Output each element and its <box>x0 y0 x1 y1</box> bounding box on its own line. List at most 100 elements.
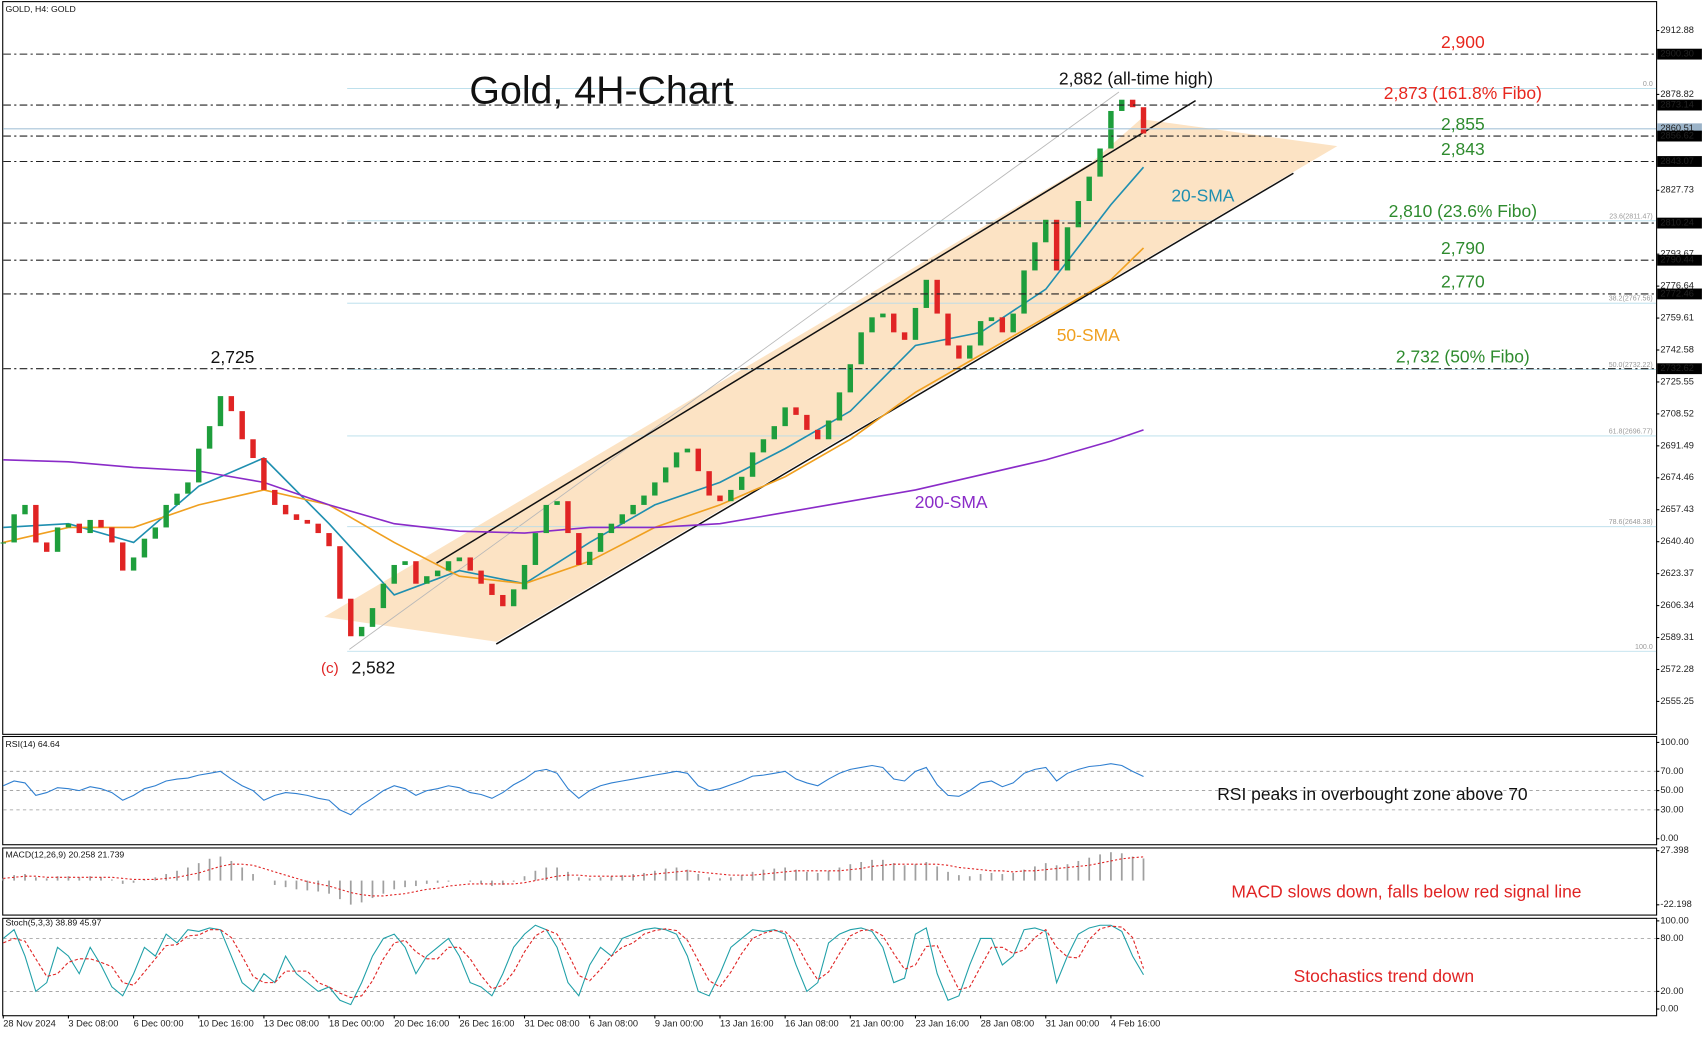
candle <box>586 551 593 565</box>
annotation: Stochastics trend down <box>1294 966 1474 986</box>
y-tick-label: 100.00 <box>1660 737 1688 747</box>
x-tick-label: 28 Nov 2024 <box>3 1018 56 1028</box>
y-tick-label: 2555.25 <box>1660 696 1693 706</box>
candle <box>1032 242 1038 271</box>
y-tick-label: 2708.52 <box>1660 408 1693 418</box>
y-tick-label: 2589.31 <box>1660 632 1693 642</box>
candle <box>120 542 126 571</box>
level-label: 2,790 <box>1441 238 1485 258</box>
candle <box>760 439 767 453</box>
x-tick-label: 31 Jan 00:00 <box>1046 1018 1100 1028</box>
candle <box>858 332 864 365</box>
level-price: 2843.07 <box>1660 156 1693 166</box>
candle <box>825 420 832 440</box>
candle <box>43 542 50 552</box>
y-tick-label: 2674.46 <box>1660 472 1693 482</box>
x-tick-label: 26 Dec 16:00 <box>459 1018 514 1028</box>
candle <box>478 570 484 584</box>
candle <box>196 448 202 483</box>
y-tick-label: 27.398 <box>1660 845 1688 855</box>
y-tick-label: 2691.49 <box>1660 440 1693 450</box>
candle <box>630 504 636 515</box>
candle <box>380 583 387 609</box>
candle <box>565 501 571 534</box>
level-tag <box>1657 288 1702 300</box>
channel-line <box>495 172 1294 645</box>
level-label: 2,810 (23.6% Fibo) <box>1389 201 1537 221</box>
x-tick-label: 6 Dec 00:00 <box>134 1018 184 1028</box>
annotation: MACD slows down, falls below red signal … <box>1231 882 1581 902</box>
candle <box>662 467 669 483</box>
bid-price: 2860.51 <box>1660 123 1693 133</box>
y-tick-label: 2742.58 <box>1660 344 1693 354</box>
plot-layer: 2912.88 2878.82 2827.73 2793.67 2776.64 2759.… <box>0 25 1702 1028</box>
x-tick-label: 20 Dec 16:00 <box>394 1018 449 1028</box>
x-tick-label: 23 Jan 16:00 <box>915 1018 969 1028</box>
x-tick-label: 31 Dec 08:00 <box>525 1018 580 1028</box>
x-tick-label: 13 Jan 16:00 <box>720 1018 774 1028</box>
channel-zone <box>324 119 1338 642</box>
y-tick-label: 0.00 <box>1660 1003 1678 1013</box>
candle <box>326 533 332 547</box>
series-label: 20-SMA <box>1171 186 1234 206</box>
candle <box>1064 227 1071 271</box>
x-tick-label: 3 Dec 08:00 <box>68 1018 118 1028</box>
candle <box>684 448 691 453</box>
y-tick-label: 2793.67 <box>1660 249 1693 259</box>
fibo-label: 61.8(2696.77) <box>1609 428 1653 435</box>
candle <box>521 564 528 590</box>
series-label: 200-SMA <box>915 492 988 512</box>
level-price: 2856.62 <box>1660 131 1693 141</box>
candle <box>87 519 93 534</box>
candle <box>239 411 245 440</box>
level-label: 2,770 <box>1441 272 1485 292</box>
candle <box>782 407 788 427</box>
candle <box>304 519 311 524</box>
x-tick-label: 6 Jan 08:00 <box>590 1018 638 1028</box>
level-tag <box>1657 99 1702 111</box>
candle <box>695 448 701 472</box>
chart-heading: Gold, 4H-Chart <box>469 70 733 113</box>
level-tag <box>1657 217 1702 229</box>
y-tick-label: 30.00 <box>1660 804 1683 814</box>
candle <box>1129 99 1136 108</box>
y-tick-label: 2827.73 <box>1660 185 1693 195</box>
fibo-label: 0.0 <box>1643 81 1653 88</box>
candle <box>608 523 615 534</box>
candle <box>999 317 1006 333</box>
level-price: 2732.62 <box>1660 363 1693 373</box>
candle <box>532 533 539 565</box>
panel-frames <box>2 1 1658 1017</box>
y-tick-label: 2623.37 <box>1660 568 1693 578</box>
annotation: 2,582 <box>352 657 396 677</box>
x-tick-label: 4 Feb 16:00 <box>1111 1018 1160 1028</box>
candle <box>434 570 441 577</box>
x-tick-label: 10 Dec 16:00 <box>199 1018 254 1028</box>
candle <box>272 489 278 505</box>
level-price: 2900.30 <box>1660 49 1693 59</box>
candle <box>771 426 777 440</box>
y-tick-label: 20.00 <box>1660 986 1683 996</box>
candle <box>293 514 300 520</box>
candle <box>956 345 962 359</box>
candle <box>749 452 756 477</box>
stoch-line <box>3 925 1145 999</box>
candle <box>1075 201 1082 228</box>
y-tick-label: 2878.82 <box>1660 89 1693 99</box>
candle <box>348 598 354 637</box>
candle <box>391 564 397 584</box>
candle <box>836 392 843 421</box>
y-tick-label: 0.00 <box>1660 833 1678 843</box>
x-tick-label: 13 Dec 08:00 <box>264 1018 319 1028</box>
candle <box>576 533 582 565</box>
candle <box>1043 219 1049 243</box>
signal-line <box>3 856 1144 897</box>
y-tick-label: 50.00 <box>1660 785 1683 795</box>
candle <box>22 504 28 515</box>
candle <box>98 519 104 528</box>
candle <box>815 429 821 440</box>
candle <box>967 345 973 359</box>
level-tag <box>1657 130 1702 142</box>
